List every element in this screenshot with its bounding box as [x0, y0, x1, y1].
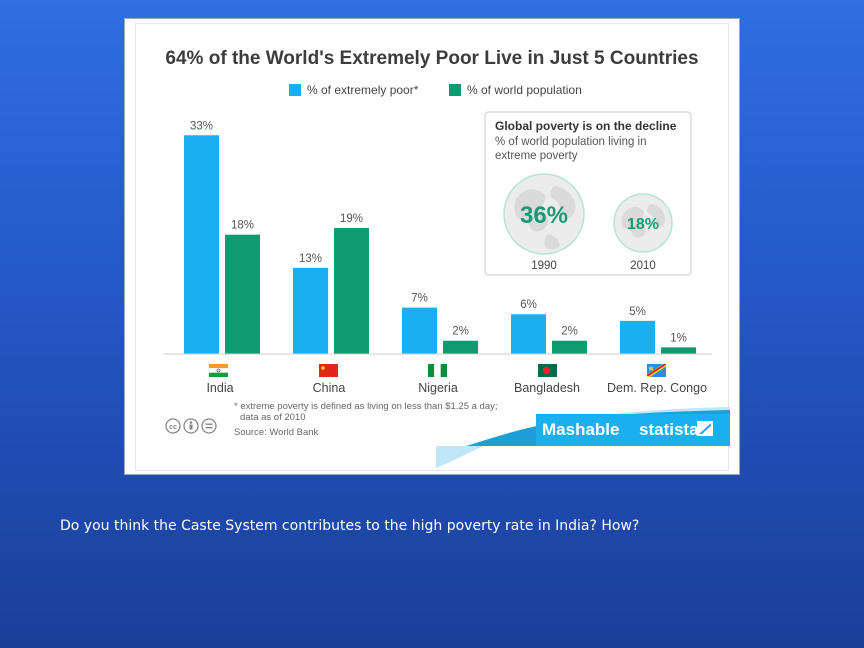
country-label-china: China: [313, 381, 346, 395]
data-label-india-series-1: 33%: [190, 120, 213, 132]
creative-commons-icon: cc: [165, 418, 181, 434]
country-label-nigeria: Nigeria: [418, 381, 458, 395]
flag-bangladesh-icon: [538, 364, 557, 377]
statista-mark-icon: [697, 421, 713, 436]
flag-india-icon: [208, 364, 229, 377]
chart-card: 64% of the World's Extremely Poor Live i…: [124, 18, 740, 475]
legend-label-poor: % of extremely poor*: [307, 83, 419, 97]
statista-logo: statista: [639, 420, 699, 439]
bar-nigeria-series-2: [443, 340, 478, 354]
source-note: Source: World Bank: [234, 427, 319, 438]
legend-swatch-poor: [289, 84, 301, 96]
discussion-question: Do you think the Caste System contribute…: [60, 518, 640, 534]
footnote-line1: * extreme poverty is defined as living o…: [234, 401, 498, 412]
data-label-nigeria-series-2: 2%: [452, 326, 469, 338]
data-label-dem-rep-congo-series-1: 5%: [629, 306, 646, 318]
svg-text:cc: cc: [169, 424, 177, 431]
bar-dem-rep-congo-series-2: [661, 347, 696, 354]
data-label-china-series-1: 13%: [299, 253, 322, 265]
data-label-bangladesh-series-2: 2%: [561, 326, 578, 338]
globe-icon: [613, 193, 673, 253]
data-label-nigeria-series-1: 7%: [411, 293, 428, 305]
flag-dr-congo-icon: [647, 364, 666, 377]
attribution-icon: [183, 418, 199, 434]
inset-subtitle-line1: % of world population living in: [495, 136, 647, 148]
country-label-india: India: [206, 381, 233, 395]
data-label-china-series-2: 19%: [340, 213, 363, 225]
bar-china-series-2: [334, 228, 369, 354]
data-label-dem-rep-congo-series-2: 1%: [670, 332, 687, 344]
flag-nigeria-icon: [428, 363, 447, 378]
inset-subtitle-line2: extreme poverty: [495, 150, 578, 162]
bar-nigeria-series-1: [402, 307, 437, 354]
bars-group: 33% 18% 13% 19% 7% 2% 6% 2% 5% 1%: [184, 120, 696, 354]
chart-svg: 64% of the World's Extremely Poor Live i…: [164, 48, 730, 468]
mashable-logo: Mashable: [542, 420, 619, 439]
bar-china-series-1: [293, 267, 328, 354]
inset-year-2010: 2010: [630, 260, 656, 272]
no-derivatives-icon: [201, 418, 217, 434]
inset-title: Global poverty is on the decline: [495, 119, 677, 133]
bar-bangladesh-series-1: [511, 314, 546, 354]
legend-swatch-population: [449, 84, 461, 96]
inset-year-1990: 1990: [531, 260, 557, 272]
flag-china-icon: [319, 364, 338, 377]
chart-frame: 64% of the World's Extremely Poor Live i…: [135, 23, 730, 471]
bar-india-series-1: [184, 135, 219, 354]
inset-panel: Global poverty is on the decline % of wo…: [484, 111, 692, 276]
bar-bangladesh-series-2: [552, 340, 587, 354]
footnote-line2: data as of 2010: [240, 412, 306, 423]
data-label-india-series-2: 18%: [231, 220, 254, 232]
data-label-bangladesh-series-1: 6%: [520, 299, 537, 311]
bar-dem-rep-congo-series-1: [620, 320, 655, 354]
country-label-dr-congo: Dem. Rep. Congo: [607, 381, 707, 395]
legend-label-population: % of world population: [467, 83, 582, 97]
globe-icon: [503, 173, 585, 255]
inset-value-2010: 18%: [627, 216, 659, 233]
chart-title: 64% of the World's Extremely Poor Live i…: [165, 48, 698, 69]
inset-value-1990: 36%: [520, 202, 568, 229]
bar-india-series-2: [225, 234, 260, 354]
country-label-bangladesh: Bangladesh: [514, 381, 580, 395]
